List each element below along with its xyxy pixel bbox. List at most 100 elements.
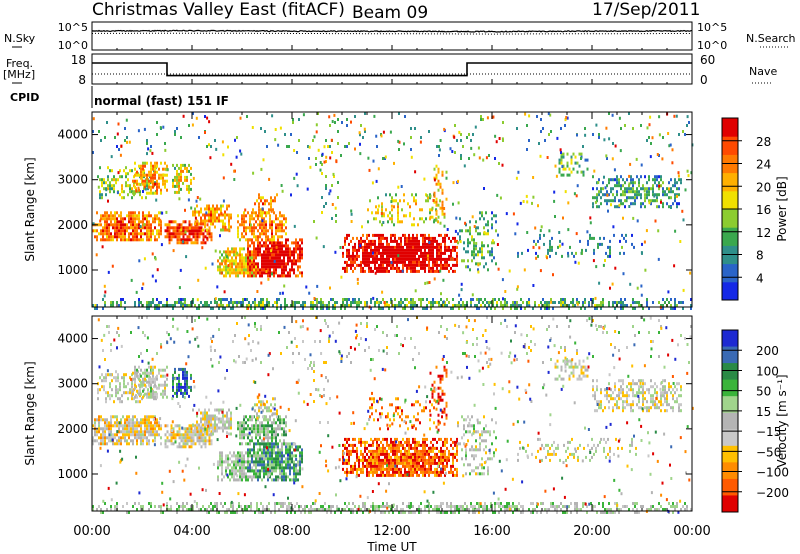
data-cell (410, 251, 412, 255)
data-cell (140, 439, 142, 443)
data-cell (143, 257, 146, 261)
data-cell (261, 262, 263, 266)
data-cell (287, 256, 289, 260)
data-cell (113, 376, 115, 380)
data-cell (152, 185, 154, 189)
data-cell (154, 383, 156, 387)
data-cell (444, 266, 446, 270)
noise-tick-top-right: 10^5 (697, 21, 727, 34)
data-cell (154, 365, 156, 369)
data-cell (625, 233, 627, 237)
data-cell (249, 217, 251, 221)
data-cell (160, 392, 162, 396)
data-cell (137, 400, 139, 404)
data-cell (233, 478, 235, 482)
data-cell (148, 223, 150, 227)
data-cell (422, 257, 424, 261)
data-cell (285, 430, 287, 434)
data-cell (279, 126, 282, 130)
data-cell (386, 266, 388, 270)
data-cell (154, 377, 156, 381)
data-cell (134, 304, 136, 307)
data-cell (293, 478, 295, 482)
data-cell (414, 248, 416, 252)
data-cell (237, 271, 239, 275)
data-cell (674, 181, 676, 185)
data-cell (630, 190, 632, 194)
data-cell (119, 385, 121, 389)
data-cell (620, 202, 622, 206)
data-cell (182, 394, 184, 398)
data-cell (261, 466, 263, 470)
data-cell (270, 196, 272, 200)
data-cell (180, 175, 182, 179)
data-cell (257, 469, 259, 473)
data-cell (235, 271, 237, 275)
data-cell (152, 395, 154, 399)
data-cell (245, 475, 247, 479)
data-cell (376, 251, 378, 255)
data-cell (279, 235, 281, 239)
data-cell (485, 211, 487, 215)
data-cell (243, 457, 245, 461)
data-cell (656, 193, 658, 197)
data-cell (265, 472, 267, 476)
data-cell (273, 430, 275, 434)
data-cell (206, 429, 208, 433)
data-cell (139, 225, 142, 228)
data-cell (142, 232, 144, 236)
data-cell (624, 298, 626, 301)
data-cell (134, 229, 136, 233)
data-cell (237, 427, 239, 431)
data-cell (138, 424, 140, 428)
data-cell (411, 193, 413, 197)
data-cell (269, 463, 271, 467)
data-cell (463, 247, 465, 251)
data-cell (285, 451, 287, 455)
data-cell (239, 223, 241, 227)
data-cell (180, 445, 183, 449)
data-cell (364, 257, 366, 261)
data-cell (146, 232, 148, 236)
data-cell (315, 163, 317, 166)
data-cell (634, 307, 636, 310)
data-cell (192, 213, 194, 217)
data-cell (174, 232, 177, 236)
data-cell (372, 251, 374, 255)
data-cell (160, 191, 162, 195)
data-cell (649, 155, 652, 159)
data-cell (144, 368, 146, 372)
data-cell (413, 223, 415, 227)
data-cell (267, 463, 269, 467)
data-cell (432, 298, 434, 301)
data-cell (178, 166, 180, 170)
data-cell (433, 218, 436, 222)
data-cell (414, 251, 416, 255)
data-cell (158, 211, 160, 215)
data-cell (382, 251, 384, 255)
data-cell (477, 250, 479, 254)
data-cell (118, 304, 120, 307)
data-cell (196, 204, 198, 208)
data-cell (115, 233, 118, 237)
data-cell (257, 223, 259, 227)
data-cell (110, 217, 112, 221)
data-cell (172, 442, 175, 446)
data-cell (257, 268, 259, 272)
data-cell (254, 403, 256, 407)
data-cell (269, 247, 271, 251)
data-cell (140, 418, 142, 422)
data-cell (618, 181, 620, 185)
data-cell (271, 244, 273, 248)
data-cell (564, 167, 567, 171)
data-cell (652, 193, 654, 197)
data-cell (550, 300, 553, 304)
data-cell (579, 239, 581, 243)
data-cell (265, 457, 267, 461)
data-cell (584, 127, 586, 130)
data-cell (322, 304, 324, 307)
data-cell (200, 420, 202, 424)
data-cell (450, 307, 452, 310)
data-cell (432, 260, 434, 264)
